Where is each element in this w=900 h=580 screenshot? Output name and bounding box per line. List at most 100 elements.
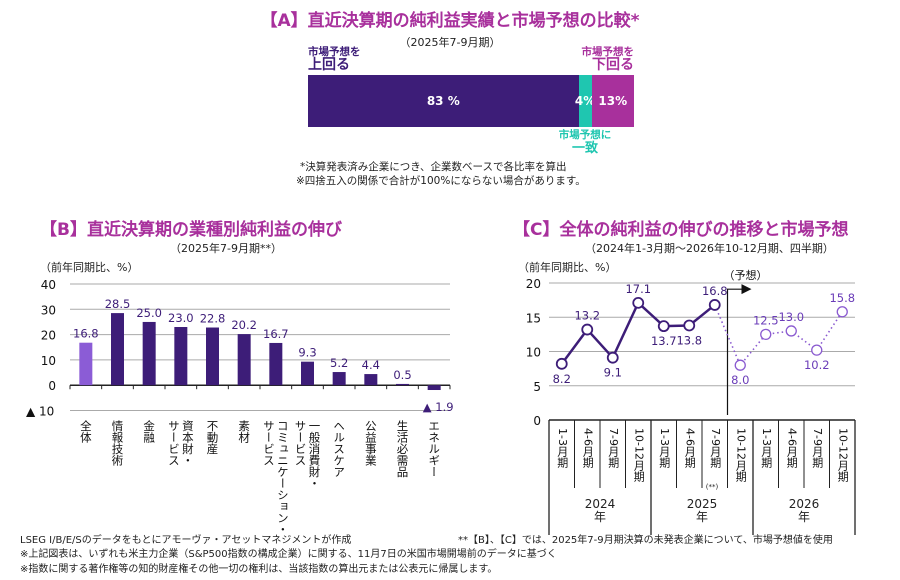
above-forecast-label: 市場予想を 上回る [308, 46, 361, 73]
data-point [760, 328, 772, 341]
category-label: 資本財・ サービス [166, 420, 195, 466]
data-label: 13.2 [574, 309, 600, 323]
data-label: 12.5 [753, 313, 779, 327]
forecast-line [714, 304, 843, 367]
data-label: 10.2 [804, 358, 830, 372]
quarter-label: 7-9月期 [606, 428, 620, 468]
y-tick-label: 5 [533, 380, 541, 394]
category-label: エネルギー [427, 420, 442, 478]
below-line1: 市場予想を [581, 46, 635, 58]
category-label: 金融 [142, 420, 157, 443]
chart-b: ▲ 10 0 10 20 30 40 16.8 28.5 25.0 23.0 22.8 20.2 16.… [26, 278, 454, 419]
panel-c-title: 【C】全体の純利益の伸びの推移と市場予想 [513, 220, 849, 240]
data-point [811, 344, 823, 356]
panel-a-title: 【A】直近決算期の純利益実績と市場予想の比較* [260, 11, 640, 31]
footer-note-bc: **【B】、【C】では、2025年7-9月期決算の未発表企業について、市場予想値… [458, 535, 833, 546]
bar [301, 361, 314, 386]
y-tick-label: ▲ 10 [26, 405, 54, 419]
bar [237, 334, 251, 386]
bar [332, 372, 346, 386]
data-label: 16.7 [263, 327, 289, 341]
category-label: 生活必需品 [395, 420, 410, 478]
above-line2: 上回る [308, 57, 350, 73]
data-label: 5.2 [330, 356, 348, 370]
panel-c-ylabel: （前年同期比、%） [518, 261, 617, 274]
panel-a-subtitle: （2025年7-9月期） [399, 36, 501, 49]
y-tick-label: 0 [48, 379, 56, 393]
y-tick-label: 10 [41, 354, 56, 368]
forecast-arrow [726, 288, 742, 415]
panel-b-subtitle: （2025年7-9月期**） [170, 242, 282, 255]
data-label: ▲ 1.9 [423, 400, 454, 414]
y-tick-label: 20 [41, 329, 56, 343]
inline-line2: 一致 [571, 141, 598, 156]
quarter-label: 10-12月期 [632, 428, 646, 482]
category-label: コミュニケーション・ サービス [261, 420, 290, 535]
quarter-label: 1-3月期 [657, 428, 671, 468]
panel-a-note-2: ※四捨五入の関係で合計が100%にならない場合があります。 [296, 175, 586, 187]
category-label: 素材 [237, 420, 252, 443]
bar [142, 321, 156, 386]
forecast-arrowhead-icon [741, 284, 752, 295]
quarter-label: 4-6月期 [683, 428, 697, 468]
bar-segment: 13% [591, 75, 634, 127]
data-point [632, 296, 645, 309]
data-label: 16.8 [73, 327, 99, 341]
data-point [836, 306, 848, 318]
y-tick-label: 15 [526, 311, 541, 325]
data-point [555, 357, 568, 370]
forecast-label: （予想） [724, 268, 768, 282]
category-label: 公益事業 [363, 420, 378, 466]
footer-note-2: ※指数に関する著作権等の知的財産権その他一切の権利は、当該指数の算出元または公表… [20, 564, 498, 575]
category-label: ヘルスケア [332, 420, 347, 478]
data-label: 23.0 [168, 311, 194, 325]
quarter-label: 10-12月期 [836, 428, 850, 482]
bar [111, 313, 124, 386]
year-label: 2025 年 [686, 497, 718, 524]
chart-c: 0 5 10 15 20 （予想） 8.2 13.2 9.1 17.1 13.7 13.8 16.8 8.… [526, 268, 856, 535]
quarter-note: (**) [705, 483, 719, 491]
quarter-label: 7-9月期 [810, 428, 824, 468]
bar [427, 385, 441, 391]
data-label: 17.1 [625, 282, 651, 296]
quarter-label: 4-6月期 [785, 428, 799, 468]
stacked-bar: 83 % 4% 13% [308, 75, 634, 127]
y-tick-label: 20 [526, 277, 541, 291]
data-label: 4.4 [362, 358, 380, 372]
bar [364, 374, 378, 386]
data-point [785, 325, 797, 337]
data-point [683, 319, 696, 332]
data-point [708, 299, 721, 311]
bar-segment: 4% [575, 75, 595, 127]
data-label: 22.8 [200, 312, 226, 326]
data-label: 8.0 [731, 373, 749, 387]
quarter-label: 10-12月期 [734, 428, 748, 482]
category-label: 全体 [78, 420, 93, 443]
data-point [606, 351, 619, 364]
data-point [581, 323, 594, 336]
bar [206, 327, 219, 386]
panel-c-subtitle: （2024年1-3月期～2026年10-12月期、四半期） [585, 242, 834, 255]
inline-forecast-label: 市場予想に 一致 [545, 129, 625, 155]
data-label: 0.5 [393, 368, 411, 382]
data-label: 9.1 [604, 366, 622, 380]
above-line1: 市場予想を [308, 46, 361, 58]
data-label: 16.8 [702, 284, 728, 298]
data-label: 28.5 [105, 297, 131, 311]
y-tick-label: 10 [526, 346, 541, 360]
inline-line1: 市場予想に [558, 129, 612, 141]
quarter-label: 1-3月期 [759, 428, 773, 468]
year-label: 2026 年 [788, 497, 820, 524]
y-tick-label: 0 [533, 414, 541, 428]
data-label: 13.8 [676, 333, 702, 347]
data-label: 8.2 [553, 372, 571, 386]
data-label: 13.0 [778, 310, 804, 324]
data-point [734, 359, 746, 371]
y-tick-label: 30 [41, 303, 56, 317]
bar [396, 383, 409, 386]
category-label: 一般消費財・ サービス [293, 420, 322, 489]
bar [269, 342, 283, 386]
panel-b-ylabel: （前年同期比、%） [40, 261, 139, 274]
footer-note-1: ※上記図表は、いずれも米主力企業（S&P500指数の構成企業）に関する、11月7… [20, 549, 557, 560]
y-tick-label: 40 [41, 278, 56, 292]
